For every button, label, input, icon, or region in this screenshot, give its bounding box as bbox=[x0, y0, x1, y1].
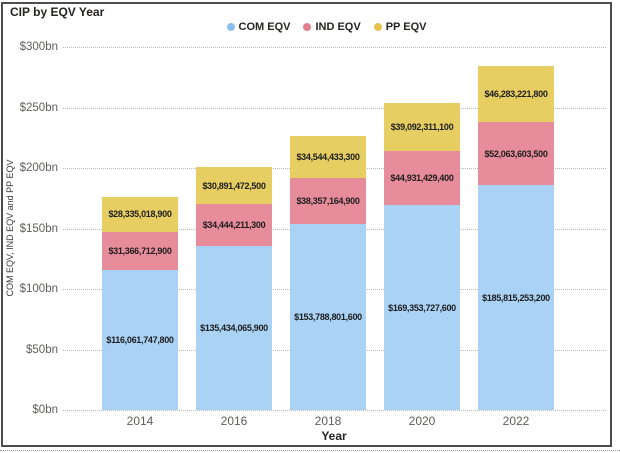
x-tick-label: 2014 bbox=[126, 414, 154, 428]
y-tick-label: $50bn bbox=[26, 343, 58, 356]
bar-data-label: $135,434,065,900 bbox=[200, 323, 268, 334]
bar-slot-2014: $28,335,018,900 $31,366,712,900 $116,061,7… bbox=[93, 47, 187, 410]
x-axis-title: Year bbox=[321, 429, 347, 443]
bar-data-label: $39,092,311,100 bbox=[390, 122, 454, 133]
bar-data-label: $44,931,429,400 bbox=[390, 172, 454, 183]
chart-title: CIP by EQV Year bbox=[10, 5, 105, 19]
bar-segment-pp-eqv-2022[interactable]: $46,283,221,800 bbox=[478, 66, 554, 123]
bar-data-label: $34,544,433,300 bbox=[296, 151, 360, 162]
bar-data-label: $169,353,727,600 bbox=[388, 302, 456, 313]
legend-label: IND EQV bbox=[315, 21, 361, 33]
y-tick-label: $300bn bbox=[19, 41, 58, 53]
stacked-bar-2022[interactable]: $46,283,221,800 $52,063,603,500 $185,815,2… bbox=[478, 66, 554, 410]
legend-item-pp-eqv[interactable]: PP EQV bbox=[373, 21, 427, 33]
bar-data-label: $38,357,164,900 bbox=[296, 195, 360, 206]
stacked-bar-2014[interactable]: $28,335,018,900 $31,366,712,900 $116,061,7… bbox=[102, 197, 178, 410]
y-tick-label: $100bn bbox=[19, 283, 58, 295]
bar-segment-ind-eqv-2016[interactable]: $34,444,211,300 bbox=[196, 204, 272, 247]
legend-label: PP EQV bbox=[385, 21, 427, 33]
bar-segment-com-eqv-2016[interactable]: $135,434,065,900 bbox=[196, 246, 272, 410]
bar-segment-pp-eqv-2014[interactable]: $28,335,018,900 bbox=[102, 197, 178, 232]
bar-segment-com-eqv-2020[interactable]: $169,353,727,600 bbox=[384, 205, 460, 410]
y-tick-label: $250bn bbox=[19, 101, 58, 114]
bar-data-label: $116,061,747,800 bbox=[106, 334, 174, 345]
bar-segment-pp-eqv-2018[interactable]: $34,544,433,300 bbox=[290, 135, 366, 178]
bar-data-label: $153,788,801,600 bbox=[294, 311, 362, 322]
bar-data-label: $34,444,211,300 bbox=[202, 220, 266, 231]
canvas-gridline bbox=[0, 450, 620, 451]
legend-dot-com-eqv-icon bbox=[226, 23, 235, 31]
x-tick-label: 2022 bbox=[502, 414, 530, 428]
x-axis-tick-labels: 2014 2016 2018 2020 2022 bbox=[93, 414, 563, 428]
bar-segment-ind-eqv-2020[interactable]: $44,931,429,400 bbox=[384, 150, 460, 206]
bar-segment-ind-eqv-2022[interactable]: $52,063,603,500 bbox=[478, 122, 554, 186]
bar-segment-com-eqv-2018[interactable]: $153,788,801,600 bbox=[290, 223, 366, 410]
bar-segment-com-eqv-2014[interactable]: $116,061,747,800 bbox=[102, 269, 178, 410]
y-tick-label: $200bn bbox=[19, 162, 58, 174]
bar-data-label: $185,815,253,200 bbox=[482, 292, 550, 303]
bar-slot-2018: $34,544,433,300 $38,357,164,900 $153,788,8… bbox=[281, 47, 375, 410]
plot-area: $28,335,018,900 $31,366,712,900 $116,061,7… bbox=[93, 47, 563, 410]
x-tick-label: 2020 bbox=[408, 414, 436, 428]
x-tick-label: 2016 bbox=[220, 414, 248, 428]
stacked-bar-2020[interactable]: $39,092,311,100 $44,931,429,400 $169,353,7… bbox=[384, 103, 460, 410]
bar-data-label: $46,283,221,800 bbox=[484, 89, 548, 100]
bar-slot-2022: $46,283,221,800 $52,063,603,500 $185,815,2… bbox=[469, 47, 563, 410]
bar-segment-ind-eqv-2014[interactable]: $31,366,712,900 bbox=[102, 231, 178, 270]
stacked-bar-2018[interactable]: $34,544,433,300 $38,357,164,900 $153,788,8… bbox=[290, 135, 366, 410]
bar-segment-com-eqv-2022[interactable]: $185,815,253,200 bbox=[478, 185, 554, 410]
legend-dot-ind-eqv-icon bbox=[303, 23, 312, 31]
stacked-bar-2016[interactable]: $30,891,472,500 $34,444,211,300 $135,434,0… bbox=[196, 167, 272, 410]
y-tick-label: $150bn bbox=[19, 222, 58, 235]
bar-data-label: $31,366,712,900 bbox=[108, 245, 172, 256]
bar-data-label: $52,063,603,500 bbox=[484, 148, 548, 159]
bar-segment-pp-eqv-2016[interactable]: $30,891,472,500 bbox=[196, 167, 272, 205]
legend-label: COM EQV bbox=[238, 21, 291, 33]
legend-item-com-eqv[interactable]: COM EQV bbox=[226, 21, 291, 33]
bar-slot-2016: $30,891,472,500 $34,444,211,300 $135,434,0… bbox=[187, 47, 281, 410]
bar-segment-ind-eqv-2018[interactable]: $38,357,164,900 bbox=[290, 177, 366, 224]
legend-item-ind-eqv[interactable]: IND EQV bbox=[303, 21, 361, 33]
y-axis-tick-labels: $0bn $50bn $100bn $150bn $200bn $250bn $300bn bbox=[3, 41, 58, 416]
gridline bbox=[63, 410, 606, 411]
bar-data-label: $30,891,472,500 bbox=[202, 180, 266, 191]
gridline bbox=[63, 107, 606, 109]
legend: COM EQV IND EQV PP EQV bbox=[43, 21, 610, 33]
x-tick-label: 2018 bbox=[314, 414, 342, 428]
y-tick-label: $0bn bbox=[32, 404, 58, 416]
legend-dot-pp-eqv-icon bbox=[373, 23, 382, 31]
bar-slot-2020: $39,092,311,100 $44,931,429,400 $169,353,7… bbox=[375, 47, 469, 410]
gridline bbox=[63, 47, 606, 48]
bar-data-label: $28,335,018,900 bbox=[108, 209, 172, 220]
stacked-column-chart-visual: CIP by EQV Year COM EQV IND EQV PP EQV C… bbox=[1, 2, 612, 447]
bar-segment-pp-eqv-2020[interactable]: $39,092,311,100 bbox=[384, 103, 460, 151]
